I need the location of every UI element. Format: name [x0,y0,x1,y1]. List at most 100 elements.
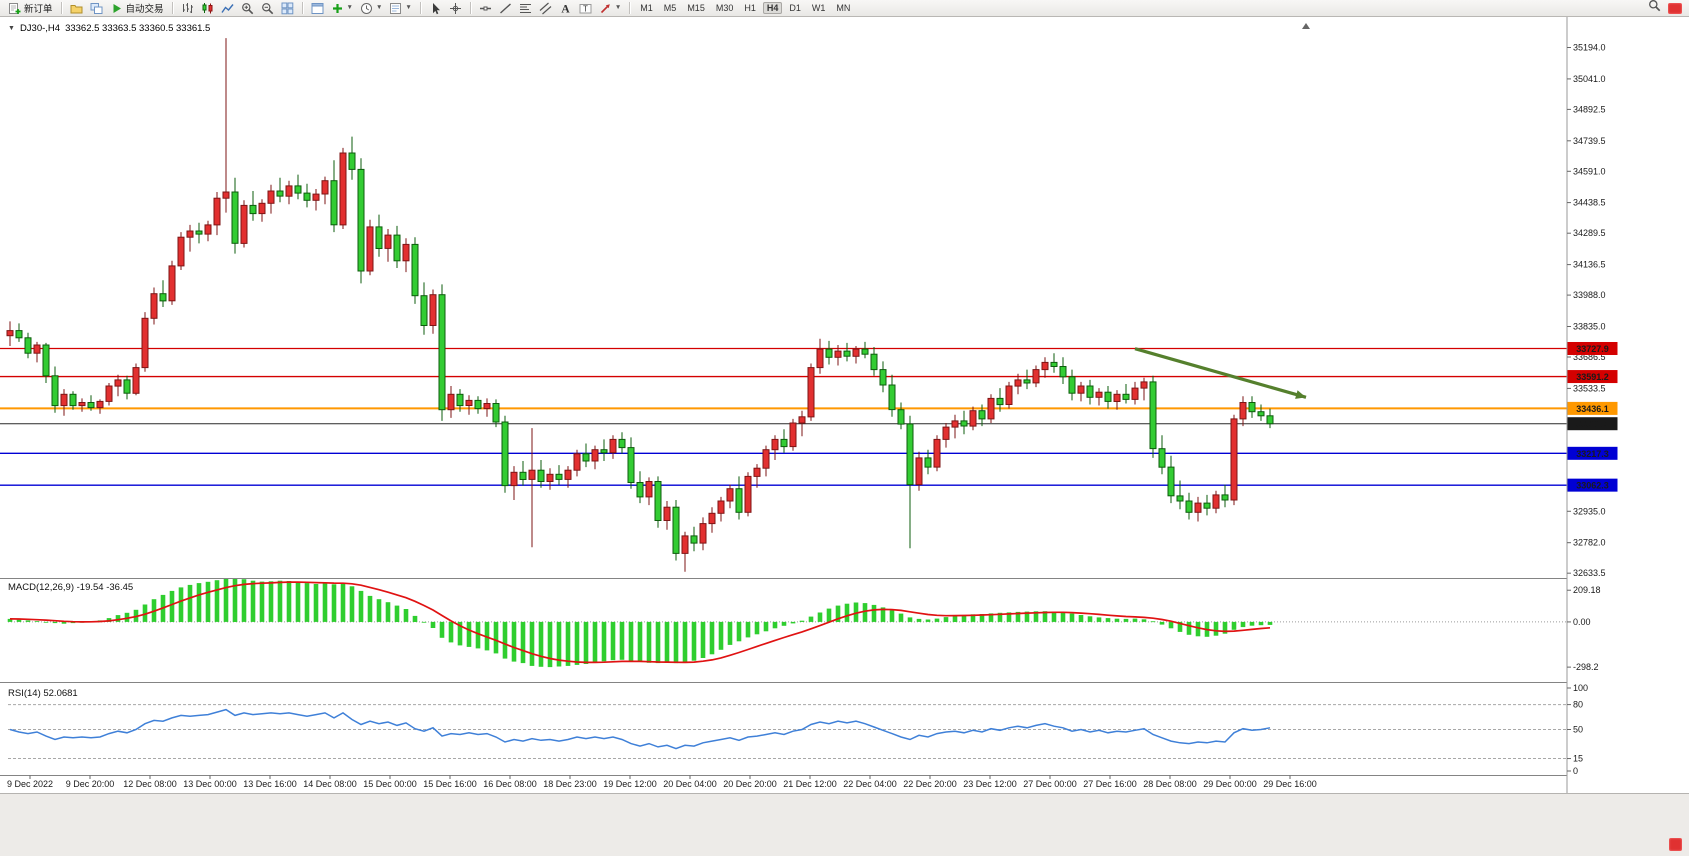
timeframe-w1[interactable]: W1 [811,3,826,13]
timeframe-mn[interactable]: MN [836,3,851,13]
date-axis[interactable]: 9 Dec 2022 9 Dec 20:00 12 Dec 08:00 13 Dec … [7,775,1317,790]
candle [285,180,293,205]
macd-axis-label: 0.00 [1573,617,1591,627]
channel-button[interactable] [536,1,555,16]
timeframe-m1[interactable]: M1 [640,3,653,13]
macd-histogram-bar [25,620,31,622]
candle [573,449,581,477]
timeframe-d1[interactable]: D1 [789,3,801,13]
zoom-out-icon [261,2,273,14]
tile-windows-button[interactable] [278,1,297,16]
search-icon[interactable] [1648,0,1661,17]
macd-histogram-bar [628,621,634,661]
zoom-in-button[interactable] [238,1,257,16]
candle [1122,384,1130,404]
candle [1095,388,1103,406]
price-axis-label: 34438.5 [1573,198,1606,208]
candlestick-button[interactable] [198,1,217,16]
macd-histogram-bar [124,612,130,622]
period-button[interactable]: ▼ [357,1,385,16]
toolbar-separator [629,2,631,14]
fibonacci-button[interactable] [516,1,535,16]
macd-histogram-bar [187,584,193,622]
timeframe-m5[interactable]: M5 [663,3,677,13]
trend-arrow-annotation[interactable] [1134,347,1307,399]
date-axis-label: 9 Dec 2022 [7,779,53,789]
autotrade-button-label: 自动交易 [125,4,164,15]
toolbar-separator [301,2,303,14]
candle [807,363,815,421]
new-window-button[interactable] [308,1,327,16]
macd-histogram-bar [1267,621,1273,625]
candle [564,466,572,488]
macd-histogram-bar [448,621,454,643]
date-axis-label: 12 Dec 08:00 [123,779,177,789]
shapes-button[interactable]: ▼ [596,1,624,16]
line-chart-button[interactable] [218,1,237,16]
candle [852,346,860,364]
profiles-button[interactable] [67,1,86,16]
text-icon: A [561,3,570,15]
crosshair-button[interactable] [446,1,465,16]
macd-histogram-bar [1240,621,1246,628]
candle [492,399,500,428]
trendline-button[interactable] [496,1,515,16]
text-button[interactable]: A [556,1,575,16]
svg-text:33727.9: 33727.9 [1576,344,1609,354]
candle [1248,396,1256,418]
candle [1050,353,1058,373]
candle [339,147,347,229]
timeframe-h1[interactable]: H1 [744,3,756,13]
candle [1104,386,1112,409]
macd-histogram-bar [682,621,688,663]
macd-histogram-bar [646,621,652,663]
candle [33,341,41,363]
candle [708,507,716,533]
indicators-button[interactable]: ▼ [328,1,356,16]
timeframe-h4[interactable]: H4 [762,2,783,14]
macd-histogram-bar [961,615,967,622]
zoom-out-button[interactable] [258,1,277,16]
price-axis-label: 33835.0 [1573,322,1606,332]
macd-histogram-bar [205,581,211,622]
price-chart-canvas[interactable]: 35194.0 35041.0 34892.5 34739.5 34591.0 34438… [0,17,1689,793]
macd-histogram-bar [1213,621,1219,636]
macd-axis-label: -298.2 [1573,662,1599,672]
autotrade-button[interactable]: 自动交易 [107,1,167,16]
macd-histogram-bar [943,617,949,622]
macd-histogram-bar [772,621,778,629]
timeframe-m15[interactable]: M15 [687,3,705,13]
new-order-button[interactable]: 新订单 [5,1,56,16]
bar-chart-button[interactable] [178,1,197,16]
candle [249,191,257,221]
price-axis-label: 33686.5 [1573,352,1606,362]
date-axis-label: 13 Dec 16:00 [243,779,297,789]
horizontal-line-button[interactable] [476,1,495,16]
date-axis-label: 21 Dec 12:00 [783,779,837,789]
candle [1113,390,1121,410]
trendline-icon [499,2,511,14]
template-button[interactable]: ▼ [386,1,414,16]
candle [978,404,986,427]
macd-histogram-bar [430,621,436,628]
macd-histogram-bar [880,607,886,622]
notification-badge[interactable] [1668,2,1682,14]
candle [861,341,869,359]
scroll-to-end-marker[interactable] [1302,23,1310,29]
candle [582,443,590,468]
charts-button[interactable] [87,1,106,16]
macd-histogram-bar [367,595,373,622]
cursor-button[interactable] [426,1,445,16]
price-axis[interactable]: 35194.0 35041.0 34892.5 34739.5 34591.0 34438… [1566,17,1689,793]
macd-histogram-bar [1159,621,1165,625]
macd-histogram-bar [115,615,121,622]
label-button[interactable]: T [576,1,595,16]
candle [150,287,158,325]
footer-alert-badge[interactable] [1669,838,1682,851]
timeframe-m30[interactable]: M30 [715,3,734,13]
candle [546,468,554,490]
candle [213,192,221,236]
price-axis-label: 35194.0 [1573,42,1606,52]
channel-icon [539,2,552,14]
autotrade-icon [113,3,121,13]
